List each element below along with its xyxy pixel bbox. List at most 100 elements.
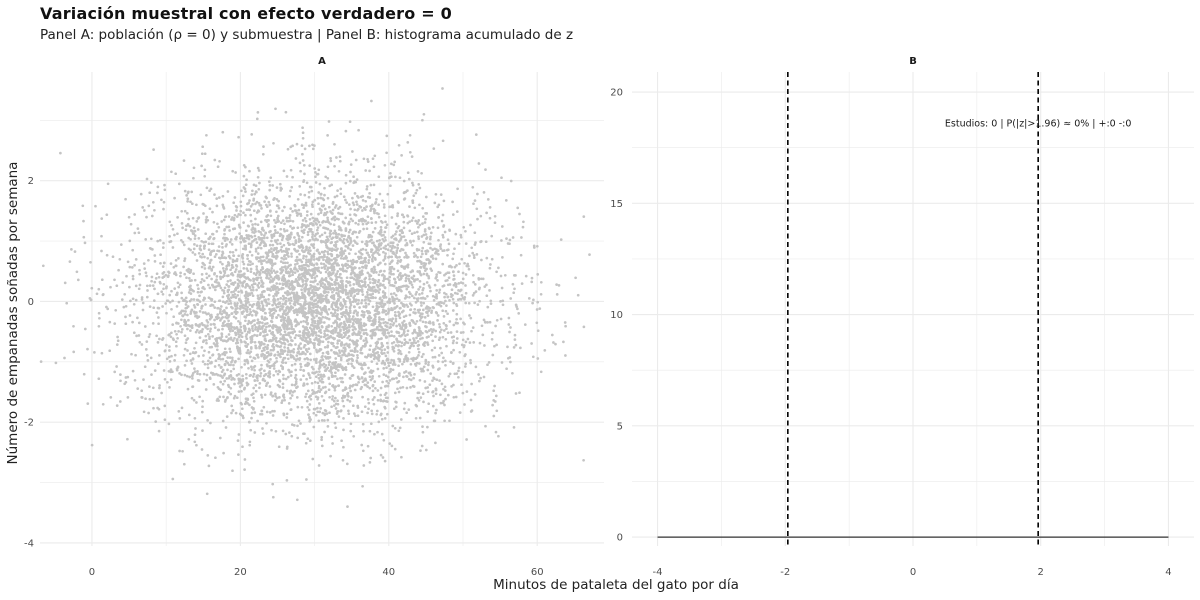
scatter-point bbox=[239, 213, 242, 217]
scatter-point bbox=[128, 285, 131, 289]
scatter-point bbox=[190, 202, 194, 206]
scatter-point bbox=[151, 397, 155, 401]
scatter-point bbox=[284, 271, 288, 274]
scatter-point bbox=[320, 394, 324, 398]
scatter-point bbox=[332, 216, 335, 220]
scatter-point bbox=[154, 277, 158, 280]
scatter-point bbox=[272, 367, 276, 370]
scatter-point bbox=[221, 300, 225, 304]
scatter-point bbox=[247, 242, 251, 246]
scatter-point bbox=[426, 250, 430, 253]
scatter-point bbox=[356, 406, 360, 409]
scatter-point bbox=[348, 306, 352, 310]
scatter-point bbox=[306, 357, 310, 361]
scatter-point bbox=[508, 330, 511, 334]
scatter-point bbox=[393, 363, 397, 366]
scatter-point bbox=[158, 239, 162, 242]
scatter-point bbox=[324, 270, 328, 274]
scatter-point bbox=[238, 279, 241, 283]
scatter-point bbox=[140, 389, 144, 393]
scatter-point bbox=[170, 223, 173, 227]
scatter-point bbox=[315, 370, 318, 374]
scatter-point bbox=[349, 389, 352, 393]
scatter-point bbox=[312, 302, 316, 306]
scatter-point bbox=[311, 200, 315, 204]
scatter-point bbox=[133, 378, 137, 382]
scatter-point bbox=[379, 322, 382, 325]
scatter-point bbox=[268, 311, 272, 315]
scatter-point bbox=[446, 295, 450, 299]
scatter-point bbox=[289, 308, 293, 311]
scatter-point bbox=[439, 247, 443, 250]
scatter-point bbox=[404, 323, 408, 326]
scatter-point bbox=[406, 357, 410, 361]
scatter-point bbox=[326, 366, 330, 370]
scatter-point bbox=[201, 360, 205, 363]
scatter-point bbox=[482, 318, 486, 322]
scatter-point bbox=[185, 338, 188, 342]
scatter-point bbox=[434, 392, 438, 396]
scatter-point bbox=[232, 396, 236, 400]
scatter-point bbox=[303, 147, 307, 151]
scatter-point bbox=[489, 302, 493, 305]
scatter-point bbox=[307, 195, 311, 199]
scatter-point bbox=[407, 408, 411, 411]
scatter-point bbox=[420, 292, 424, 295]
scatter-point bbox=[316, 293, 319, 297]
scatter-point bbox=[217, 245, 221, 248]
scatter-point bbox=[167, 422, 171, 426]
scatter-point bbox=[336, 399, 339, 403]
scatter-point bbox=[233, 281, 237, 284]
scatter-point bbox=[381, 361, 385, 365]
scatter-point bbox=[236, 306, 239, 310]
scatter-point bbox=[387, 311, 390, 314]
scatter-point bbox=[436, 279, 439, 282]
scatter-point bbox=[280, 287, 283, 291]
scatter-point bbox=[292, 291, 296, 295]
scatter-point bbox=[459, 233, 463, 237]
scatter-point bbox=[436, 252, 439, 256]
scatter-point bbox=[280, 238, 284, 242]
scatter-point bbox=[431, 330, 434, 334]
scatter-point bbox=[289, 274, 292, 277]
scatter-point bbox=[308, 252, 312, 256]
scatter-point bbox=[485, 283, 488, 287]
scatter-point bbox=[346, 240, 350, 243]
scatter-point bbox=[436, 319, 439, 322]
scatter-point bbox=[319, 375, 323, 379]
scatter-point bbox=[457, 282, 461, 285]
scatter-point bbox=[285, 229, 289, 232]
scatter-point bbox=[193, 346, 196, 350]
scatter-point bbox=[316, 282, 320, 286]
scatter-point bbox=[233, 196, 237, 199]
scatter-point bbox=[215, 280, 218, 284]
scatter-point bbox=[476, 217, 479, 221]
scatter-point bbox=[327, 266, 330, 270]
scatter-point bbox=[274, 370, 278, 373]
scatter-point bbox=[368, 348, 372, 352]
scatter-point bbox=[398, 176, 402, 180]
scatter-point bbox=[319, 211, 323, 215]
scatter-point bbox=[431, 294, 435, 298]
scatter-point bbox=[356, 350, 359, 353]
scatter-point bbox=[125, 274, 128, 278]
scatter-point bbox=[263, 369, 266, 373]
scatter-point bbox=[306, 224, 309, 227]
scatter-point bbox=[227, 285, 230, 288]
scatter-point bbox=[306, 230, 310, 234]
scatter-point bbox=[380, 348, 384, 352]
scatter-point bbox=[332, 321, 335, 325]
scatter-point bbox=[200, 164, 203, 168]
scatter-point bbox=[257, 187, 261, 191]
scatter-point bbox=[374, 347, 377, 351]
scatter-point bbox=[483, 320, 487, 324]
scatter-point bbox=[505, 367, 508, 371]
scatter-point bbox=[365, 290, 369, 294]
scatter-point bbox=[316, 325, 320, 329]
scatter-point bbox=[258, 368, 262, 372]
scatter-point bbox=[254, 344, 257, 348]
scatter-point bbox=[342, 417, 345, 420]
scatter-point bbox=[386, 300, 390, 304]
scatter-point bbox=[345, 280, 348, 283]
scatter-point bbox=[379, 225, 383, 229]
